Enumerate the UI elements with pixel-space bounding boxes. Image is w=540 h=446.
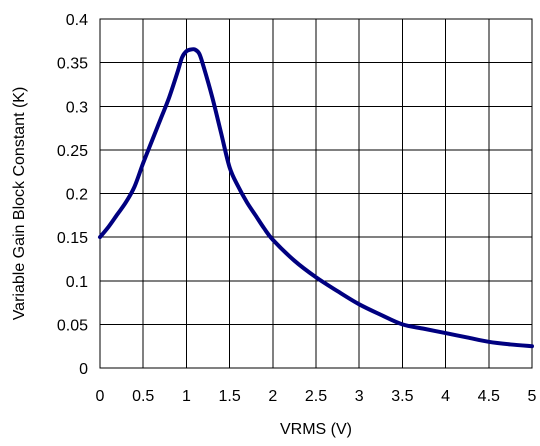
y-tick-label: 0.4 <box>66 12 88 29</box>
y-tick-label: 0.25 <box>57 143 88 160</box>
y-tick-label: 0.3 <box>66 99 88 116</box>
x-tick-label: 0 <box>96 388 105 405</box>
y-tick-label: 0.2 <box>66 187 88 204</box>
x-tick-label: 2.5 <box>305 388 327 405</box>
x-tick-label: 2 <box>268 388 277 405</box>
x-tick-label: 1.5 <box>218 388 240 405</box>
x-tick-label: 0.5 <box>132 388 154 405</box>
x-axis-title: VRMS (V) <box>280 421 352 438</box>
series-layer <box>98 47 534 349</box>
y-tick-label: 0.05 <box>57 317 88 334</box>
series-line <box>98 47 534 349</box>
x-tick-label: 3.5 <box>391 388 413 405</box>
x-tick-label: 3 <box>355 388 364 405</box>
x-tick-label: 4 <box>441 388 450 405</box>
x-tick-label: 4.5 <box>478 388 500 405</box>
y-tick-label: 0.15 <box>57 230 88 247</box>
x-tick-label: 5 <box>528 388 537 405</box>
x-tick-label: 1 <box>182 388 191 405</box>
y-axis-title: Variable Gain Block Constant (K) <box>11 87 28 321</box>
y-tick-label: 0.1 <box>66 274 88 291</box>
y-axis-tick-labels: 0 0.05 0.1 0.15 0.2 0.25 0.3 0.35 0.4 <box>57 12 88 378</box>
y-tick-label: 0 <box>79 361 88 378</box>
x-axis-tick-labels: 0 0.5 1 1.5 2 2.5 3 3.5 4 4.5 5 <box>96 388 537 405</box>
y-tick-label: 0.35 <box>57 56 88 73</box>
grid <box>100 19 532 368</box>
plot-area-border <box>99 18 533 369</box>
